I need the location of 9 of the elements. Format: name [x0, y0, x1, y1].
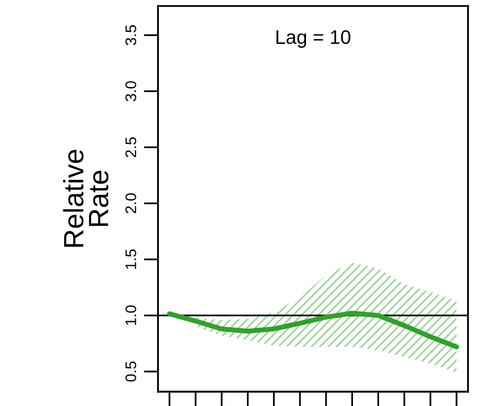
y-tick-label: 2.5	[125, 137, 136, 158]
y-tick-label: 0.5	[125, 362, 136, 382]
y-axis-title: Relative Rate	[63, 150, 108, 247]
y-tick-label: 3.5	[125, 25, 136, 46]
y-tick-label: 1.5	[126, 249, 136, 269]
annotation: Lag = 10	[276, 30, 350, 48]
y-tick-label: 3.0	[125, 81, 136, 102]
y-tick-label: 2.0	[125, 193, 136, 214]
y-tick-label: 1.0	[125, 305, 136, 325]
